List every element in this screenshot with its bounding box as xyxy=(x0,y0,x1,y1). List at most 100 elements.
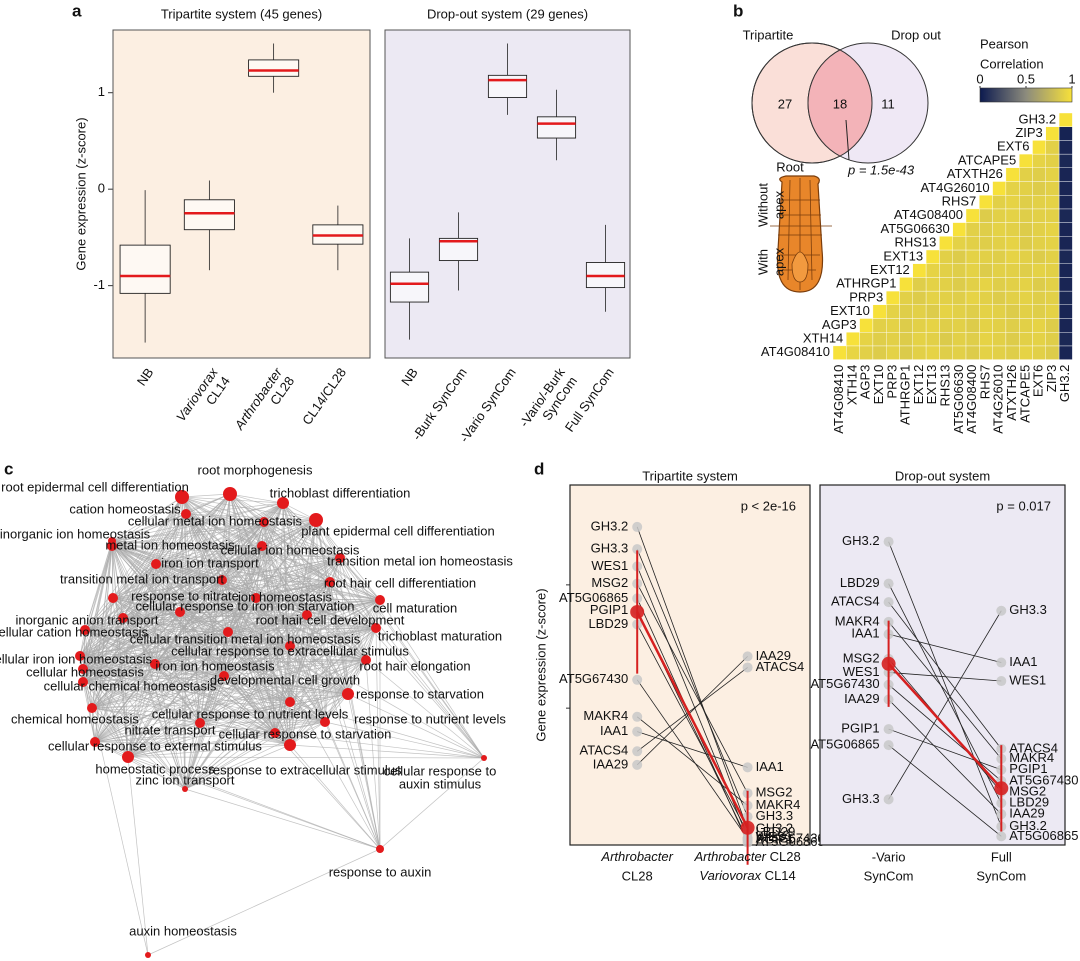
heat-cell xyxy=(886,318,900,333)
heat-cell xyxy=(1045,263,1060,278)
node-label: transition metal ion transport xyxy=(60,571,224,586)
edge xyxy=(289,519,317,746)
venn-count: 18 xyxy=(833,96,847,111)
col-label: AGP3 xyxy=(858,365,873,400)
heat-cell xyxy=(939,345,953,360)
heat-cell xyxy=(872,332,887,347)
heat-cell xyxy=(1045,222,1060,237)
edge xyxy=(274,732,381,850)
heat-cell xyxy=(1058,167,1073,182)
edge xyxy=(261,545,381,601)
node xyxy=(118,613,128,623)
heat-cell xyxy=(912,263,927,278)
edge xyxy=(315,519,381,850)
gene-label: MAKR4 xyxy=(1009,750,1054,765)
node xyxy=(75,651,85,661)
heat-cell xyxy=(925,249,940,264)
pair-line xyxy=(636,526,748,830)
edge xyxy=(127,756,149,956)
row-label: AT4G08410 xyxy=(761,344,830,359)
heat-cell xyxy=(965,290,980,306)
gene-label: IAA29 xyxy=(756,648,791,663)
heat-cell xyxy=(1019,208,1033,223)
heat-cell xyxy=(1058,290,1073,306)
heat-cell xyxy=(859,332,874,347)
node xyxy=(223,487,237,501)
edge xyxy=(184,732,276,790)
col-label: ZIP3 xyxy=(1044,365,1059,392)
node-label: root hair cell differentiation xyxy=(324,575,476,590)
edge xyxy=(261,545,341,559)
edge xyxy=(82,659,367,670)
gene-label: IAA29 xyxy=(1009,806,1044,821)
heat-cell xyxy=(952,332,967,347)
heat-cell xyxy=(886,304,900,319)
heat-cell xyxy=(872,318,887,333)
edge xyxy=(261,545,331,583)
gene-label: GH3.2 xyxy=(1009,818,1047,833)
edge xyxy=(127,722,201,758)
row-label: RHS7 xyxy=(942,193,977,208)
panel-label: d xyxy=(534,459,544,478)
edge xyxy=(365,627,377,661)
subplot-title: Drop-out system (29 genes) xyxy=(427,6,588,21)
edge xyxy=(185,513,377,629)
node xyxy=(217,575,227,585)
node-label: cation homeostasis xyxy=(69,501,181,516)
edge xyxy=(112,579,223,599)
edge xyxy=(112,545,263,599)
edge xyxy=(223,631,229,677)
node-label: iron ion homeostasis xyxy=(155,658,275,673)
edge xyxy=(154,614,308,665)
heat-cell xyxy=(925,263,940,278)
heat-cell xyxy=(979,208,993,223)
heat-cell xyxy=(1032,318,1047,333)
venn-outline xyxy=(751,42,873,164)
heat-cell xyxy=(1019,345,1033,360)
edge xyxy=(184,744,291,790)
edge xyxy=(289,701,326,723)
p-value: p < 2e-16 xyxy=(741,498,796,513)
node xyxy=(320,717,330,727)
node xyxy=(175,490,189,504)
edge xyxy=(82,668,93,709)
edge xyxy=(94,721,326,743)
subplot-title: Drop-out system xyxy=(895,468,990,483)
edge xyxy=(111,545,114,599)
mean-line xyxy=(636,611,749,829)
edge xyxy=(223,645,291,677)
root-label: apex xyxy=(771,190,786,219)
gene-label: ATACS4 xyxy=(831,594,880,609)
node xyxy=(371,623,381,633)
heat-cell xyxy=(1032,345,1047,360)
node-label: chemical homeostasis xyxy=(11,711,139,726)
edge xyxy=(79,655,156,665)
edge xyxy=(79,627,377,657)
heat-cell xyxy=(912,277,927,292)
box xyxy=(438,237,479,262)
node xyxy=(150,659,160,669)
node-label: cellular response to external stimulus xyxy=(48,738,262,753)
heat-cell xyxy=(965,222,980,237)
gene-point xyxy=(883,597,894,608)
edge xyxy=(111,519,317,542)
gene-label: PGIP1 xyxy=(756,832,794,847)
edge xyxy=(127,545,263,758)
heat-cell xyxy=(899,345,914,360)
pair-line xyxy=(888,601,1002,750)
heat-cell xyxy=(925,304,940,319)
heat-cell xyxy=(899,304,914,319)
node-label: transition metal ion homeostasis xyxy=(327,553,513,568)
edge xyxy=(82,681,291,703)
heat-cell xyxy=(1005,236,1020,251)
edge xyxy=(155,557,341,565)
heat-cell xyxy=(1032,290,1047,306)
subplot-title: Tripartite system (45 genes) xyxy=(161,6,322,21)
edge xyxy=(91,707,149,956)
edge xyxy=(94,741,291,746)
edge xyxy=(91,707,96,743)
edge xyxy=(112,581,331,599)
edge xyxy=(82,668,291,703)
edge xyxy=(82,675,225,683)
gene-label: MAKR4 xyxy=(583,708,628,723)
